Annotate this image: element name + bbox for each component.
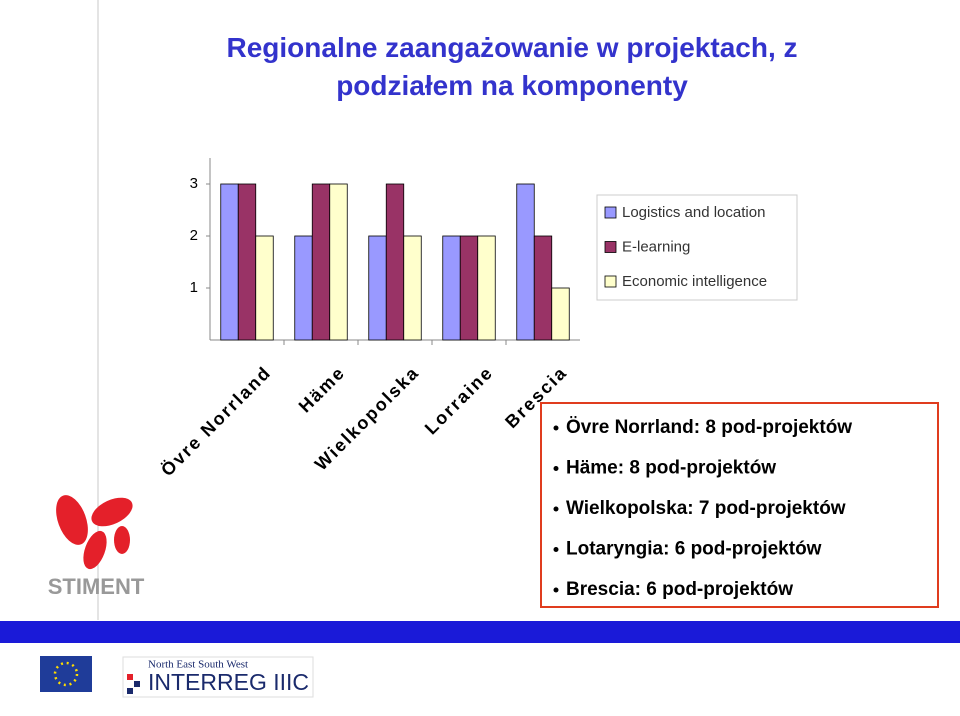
bar xyxy=(385,183,405,341)
bar xyxy=(551,287,570,341)
bullet-text: Lotaryngia: 6 pod-projektów xyxy=(566,539,822,560)
stiment-logo: STIMENT xyxy=(48,495,145,599)
x-tick-label: Häme xyxy=(295,362,349,416)
bullet-dot xyxy=(553,547,559,552)
y-tick-label: 3 xyxy=(190,175,198,192)
bar xyxy=(311,183,331,341)
stiment-text: STIMENT xyxy=(48,574,145,599)
bullet-text: Övre Norrland: 8 pod-projektów xyxy=(566,417,852,438)
bar xyxy=(294,235,313,341)
eu-flag xyxy=(40,656,92,692)
bar xyxy=(442,235,461,341)
x-tick-label: Övre Norrland xyxy=(157,362,275,480)
interreg-main: INTERREG IIIC xyxy=(148,669,309,695)
interreg-logo: North East South West INTERREG IIIC xyxy=(122,656,314,698)
slide-title: Regionalne zaangażowanie w projektach, z… xyxy=(226,32,797,101)
bullet-dot xyxy=(553,466,559,471)
bar xyxy=(237,183,257,341)
bar xyxy=(329,183,348,341)
bar xyxy=(459,235,479,341)
y-tick-label: 2 xyxy=(190,227,198,244)
bar xyxy=(255,235,274,341)
bullet-text: Brescia: 6 pod-projektów xyxy=(566,579,793,600)
bar xyxy=(368,235,387,341)
interreg-top: North East South West xyxy=(148,659,248,671)
legend-label: Logistics and location xyxy=(622,204,765,221)
legend-label: Economic intelligence xyxy=(622,273,767,290)
bullet-text: Wielkopolska: 7 pod-projektów xyxy=(566,498,846,519)
bar xyxy=(220,183,239,341)
x-tick-label: Lorraine xyxy=(421,362,497,438)
bullet-text: Häme: 8 pod-projektów xyxy=(566,458,776,479)
bullet-box xyxy=(540,402,939,608)
y-tick-label: 1 xyxy=(190,279,198,296)
bar xyxy=(477,235,496,341)
legend-box xyxy=(596,194,798,301)
legend-swatch xyxy=(604,275,617,288)
bullet-dot xyxy=(553,506,559,512)
bullet-dot xyxy=(553,587,559,593)
legend-swatch xyxy=(604,241,617,253)
bullet-dot xyxy=(553,425,559,431)
footer-band xyxy=(0,621,960,643)
bar xyxy=(516,183,535,341)
legend-label: E-learning xyxy=(622,238,690,255)
bar xyxy=(403,235,422,341)
bar xyxy=(533,235,553,341)
legend-swatch xyxy=(604,206,617,219)
